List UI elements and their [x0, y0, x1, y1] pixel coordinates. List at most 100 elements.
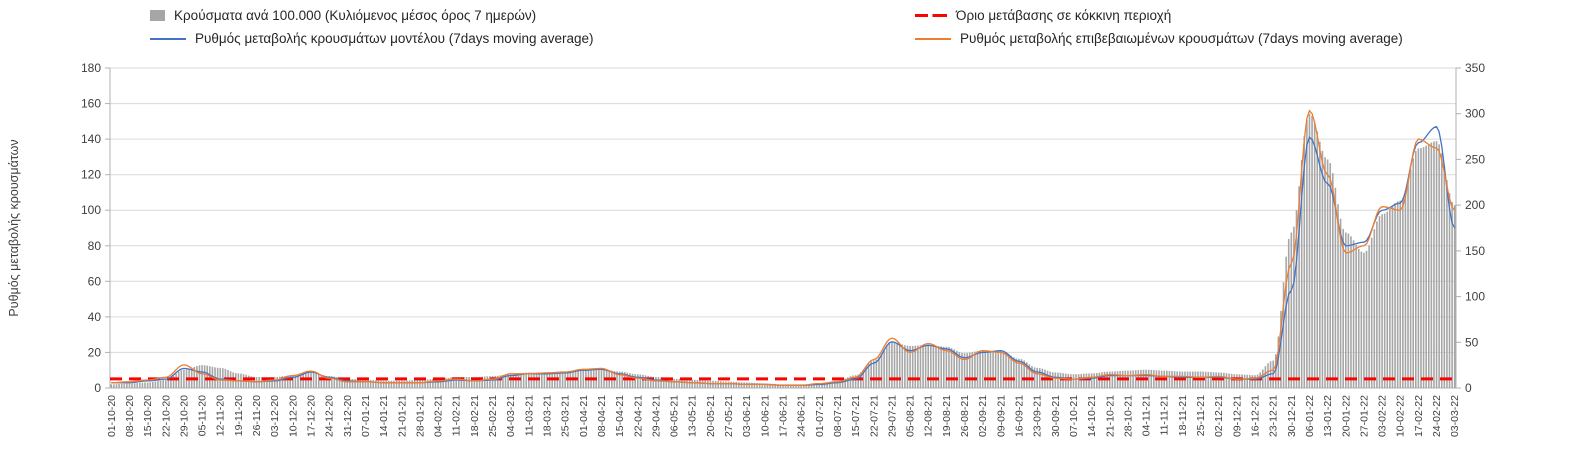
svg-text:18-02-21: 18-02-21	[469, 395, 481, 437]
svg-text:0: 0	[94, 381, 101, 395]
svg-text:17-02-22: 17-02-22	[1413, 395, 1425, 437]
svg-text:24-02-22: 24-02-22	[1431, 395, 1443, 437]
svg-text:02-12-21: 02-12-21	[1213, 395, 1225, 437]
svg-text:13-01-22: 13-01-22	[1322, 395, 1334, 437]
svg-text:11-11-21: 11-11-21	[1159, 395, 1171, 436]
svg-text:04-03-21: 04-03-21	[505, 395, 517, 437]
svg-text:08-07-21: 08-07-21	[832, 395, 844, 437]
svg-text:08-04-21: 08-04-21	[596, 395, 608, 437]
svg-text:16-09-21: 16-09-21	[1014, 395, 1026, 437]
svg-text:01-07-21: 01-07-21	[814, 395, 826, 437]
svg-text:27-05-21: 27-05-21	[723, 395, 735, 437]
svg-text:07-01-21: 07-01-21	[360, 395, 372, 437]
svg-text:12-08-21: 12-08-21	[923, 395, 935, 437]
svg-text:09-12-21: 09-12-21	[1231, 395, 1243, 437]
svg-text:200: 200	[1465, 198, 1485, 212]
svg-text:05-11-20: 05-11-20	[197, 395, 209, 436]
svg-text:04-02-21: 04-02-21	[433, 395, 445, 437]
svg-text:07-10-21: 07-10-21	[1068, 395, 1080, 437]
svg-text:100: 100	[81, 203, 101, 217]
svg-text:02-09-21: 02-09-21	[977, 395, 989, 437]
svg-text:19-08-21: 19-08-21	[941, 395, 953, 437]
svg-text:03-12-20: 03-12-20	[269, 395, 281, 437]
bar-swatch-icon	[150, 10, 165, 21]
svg-text:80: 80	[88, 239, 102, 253]
svg-text:10-06-21: 10-06-21	[759, 395, 771, 437]
svg-text:250: 250	[1465, 152, 1485, 166]
legend-label-cases-bars: Κρούσματα ανά 100.000 (Κυλιόμενος μέσος …	[174, 8, 537, 23]
svg-text:10-02-22: 10-02-22	[1395, 395, 1407, 437]
svg-text:01-10-20: 01-10-20	[106, 395, 118, 437]
svg-text:350: 350	[1465, 61, 1485, 75]
svg-text:28-10-21: 28-10-21	[1122, 395, 1134, 437]
svg-text:160: 160	[81, 97, 101, 111]
svg-text:20: 20	[88, 345, 102, 359]
svg-text:18-11-21: 18-11-21	[1177, 395, 1189, 436]
svg-text:22-10-20: 22-10-20	[160, 395, 172, 437]
svg-text:24-12-20: 24-12-20	[324, 395, 336, 437]
legend-item-threshold: Όριο μετάβασης σε κόκκινη περιοχή	[915, 8, 1171, 23]
svg-text:60: 60	[88, 274, 102, 288]
svg-text:09-09-21: 09-09-21	[995, 395, 1007, 437]
svg-text:15-07-21: 15-07-21	[850, 395, 862, 437]
svg-text:03-03-22: 03-03-22	[1449, 395, 1461, 437]
svg-text:19-11-20: 19-11-20	[233, 395, 245, 436]
bars-series	[110, 113, 1456, 389]
svg-text:29-10-20: 29-10-20	[178, 395, 190, 437]
svg-text:23-09-21: 23-09-21	[1032, 395, 1044, 437]
svg-text:21-10-21: 21-10-21	[1104, 395, 1116, 437]
svg-text:140: 140	[81, 132, 101, 146]
svg-text:18-03-21: 18-03-21	[542, 395, 554, 437]
svg-text:01-04-21: 01-04-21	[578, 395, 590, 437]
svg-text:15-10-20: 15-10-20	[142, 395, 154, 437]
legend-label-model-line: Ρυθμός μεταβολής κρουσμάτων μοντέλου (7d…	[195, 31, 594, 46]
svg-text:26-11-20: 26-11-20	[251, 395, 263, 436]
svg-text:22-04-21: 22-04-21	[632, 395, 644, 437]
svg-text:11-02-21: 11-02-21	[451, 395, 463, 436]
svg-text:10-12-20: 10-12-20	[287, 395, 299, 437]
svg-text:14-01-21: 14-01-21	[378, 395, 390, 437]
svg-text:05-08-21: 05-08-21	[905, 395, 917, 437]
svg-text:21-01-21: 21-01-21	[396, 395, 408, 437]
red-dashed-line-icon	[915, 14, 947, 17]
svg-text:17-12-20: 17-12-20	[306, 395, 318, 437]
svg-text:50: 50	[1465, 335, 1479, 349]
svg-text:15-04-21: 15-04-21	[614, 395, 626, 437]
svg-text:180: 180	[81, 61, 101, 75]
svg-text:31-12-20: 31-12-20	[342, 395, 354, 437]
legend-label-confirmed-line: Ρυθμός μεταβολής επιβεβαιωμένων κρουσμάτ…	[960, 31, 1403, 46]
line-series-1	[111, 109, 1456, 386]
svg-text:120: 120	[81, 168, 101, 182]
legend-item-model-line: Ρυθμός μεταβολής κρουσμάτων μοντέλου (7d…	[150, 31, 594, 46]
svg-text:20-05-21: 20-05-21	[705, 395, 717, 437]
svg-text:17-06-21: 17-06-21	[778, 395, 790, 437]
svg-text:30-12-21: 30-12-21	[1286, 395, 1298, 437]
svg-text:23-12-21: 23-12-21	[1268, 395, 1280, 437]
svg-text:40: 40	[88, 310, 102, 324]
svg-text:11-03-21: 11-03-21	[523, 395, 535, 436]
svg-text:0: 0	[1465, 381, 1472, 395]
svg-text:27-01-22: 27-01-22	[1358, 395, 1370, 437]
legend-item-cases-bars: Κρούσματα ανά 100.000 (Κυλιόμενος μέσος …	[150, 8, 536, 23]
svg-text:28-01-21: 28-01-21	[414, 395, 426, 437]
svg-text:03-02-22: 03-02-22	[1377, 395, 1389, 437]
svg-text:29-07-21: 29-07-21	[886, 395, 898, 437]
svg-text:25-02-21: 25-02-21	[487, 395, 499, 437]
svg-text:04-11-21: 04-11-21	[1141, 395, 1153, 436]
svg-text:30-09-21: 30-09-21	[1050, 395, 1062, 437]
svg-text:150: 150	[1465, 244, 1485, 258]
svg-text:06-05-21: 06-05-21	[669, 395, 681, 437]
svg-text:14-10-21: 14-10-21	[1086, 395, 1098, 437]
svg-text:300: 300	[1465, 107, 1485, 121]
svg-text:24-06-21: 24-06-21	[796, 395, 808, 437]
orange-line-icon	[915, 37, 951, 40]
svg-text:26-08-21: 26-08-21	[959, 395, 971, 437]
svg-text:13-05-21: 13-05-21	[687, 395, 699, 437]
legend-label-threshold: Όριο μετάβασης σε κόκκινη περιοχή	[956, 8, 1172, 23]
svg-text:03-06-21: 03-06-21	[741, 395, 753, 437]
line-series-0	[111, 125, 1456, 386]
svg-text:06-01-22: 06-01-22	[1304, 395, 1316, 437]
svg-text:20-01-22: 20-01-22	[1340, 395, 1352, 437]
